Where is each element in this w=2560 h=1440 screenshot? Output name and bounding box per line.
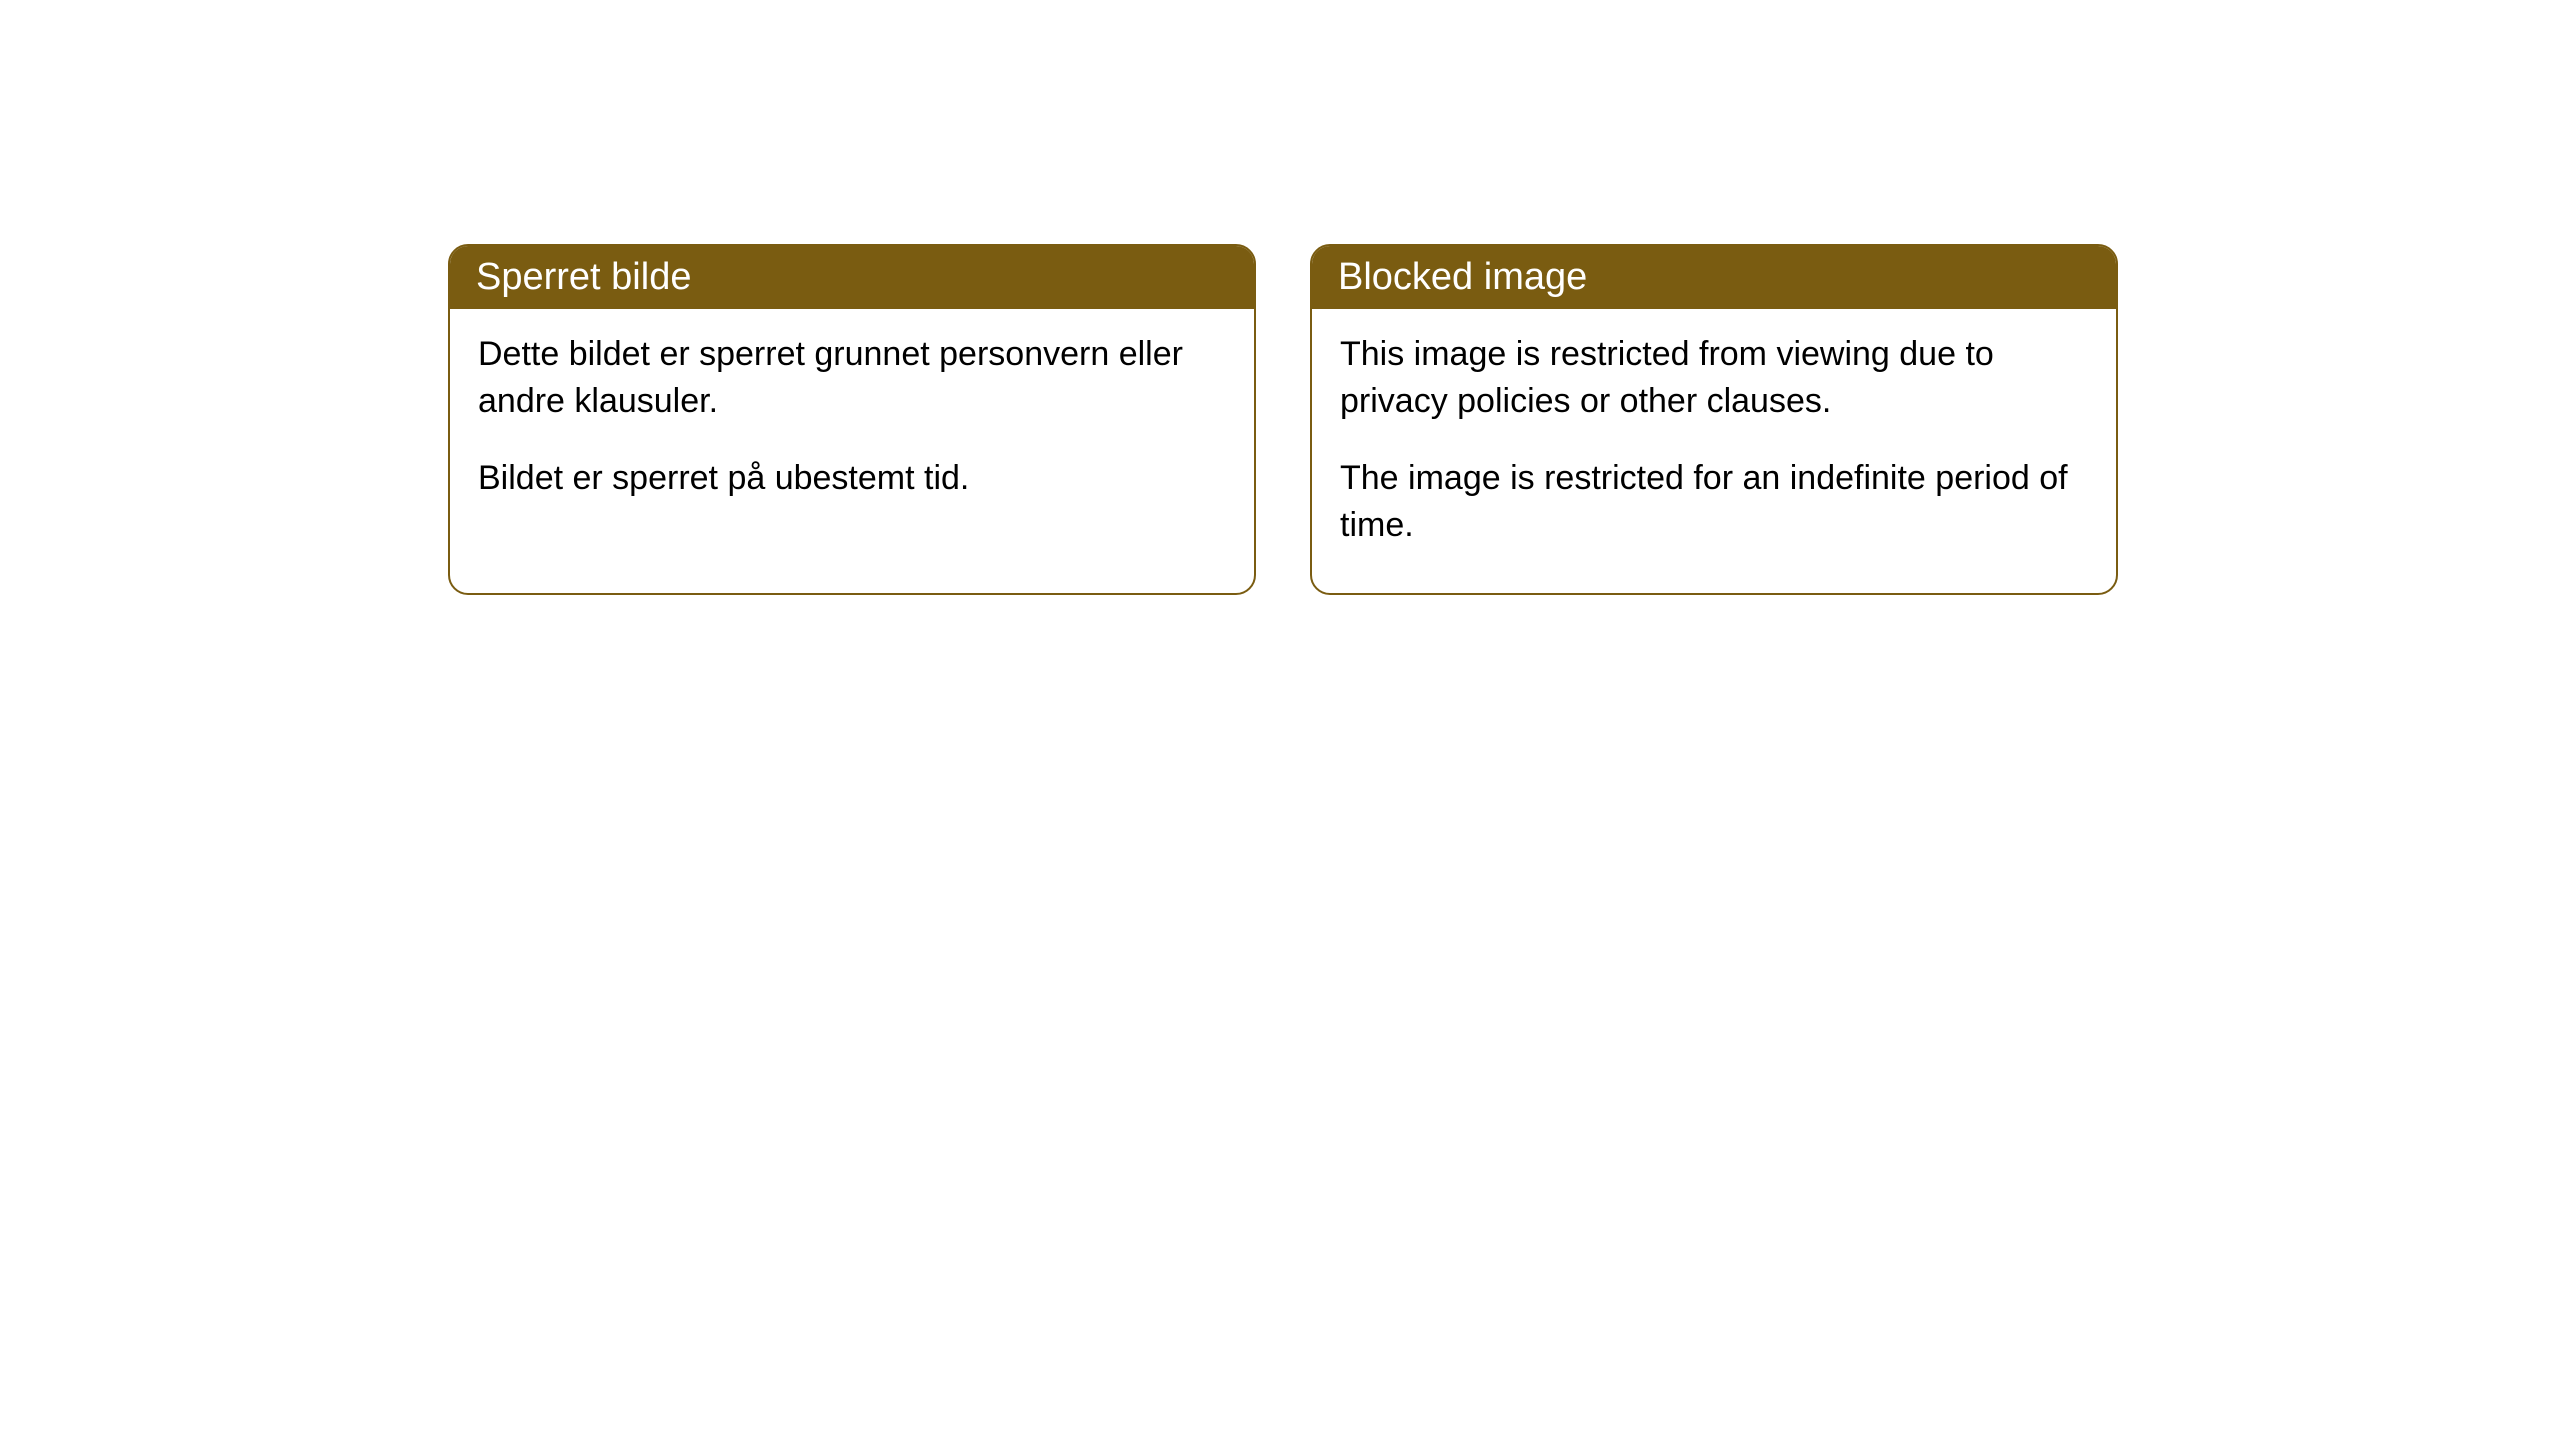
card-paragraph: This image is restricted from viewing du…	[1340, 331, 2088, 425]
card-title: Sperret bilde	[476, 256, 691, 298]
card-body: Dette bildet er sperret grunnet personve…	[450, 309, 1254, 546]
card-header: Blocked image	[1312, 246, 2116, 309]
card-paragraph: The image is restricted for an indefinit…	[1340, 455, 2088, 549]
card-paragraph: Dette bildet er sperret grunnet personve…	[478, 331, 1226, 425]
notice-card-english: Blocked image This image is restricted f…	[1310, 244, 2118, 595]
card-title: Blocked image	[1338, 256, 1587, 298]
notice-cards-container: Sperret bilde Dette bildet er sperret gr…	[448, 244, 2118, 595]
card-body: This image is restricted from viewing du…	[1312, 309, 2116, 593]
card-header: Sperret bilde	[450, 246, 1254, 309]
card-paragraph: Bildet er sperret på ubestemt tid.	[478, 455, 1226, 502]
notice-card-norwegian: Sperret bilde Dette bildet er sperret gr…	[448, 244, 1256, 595]
